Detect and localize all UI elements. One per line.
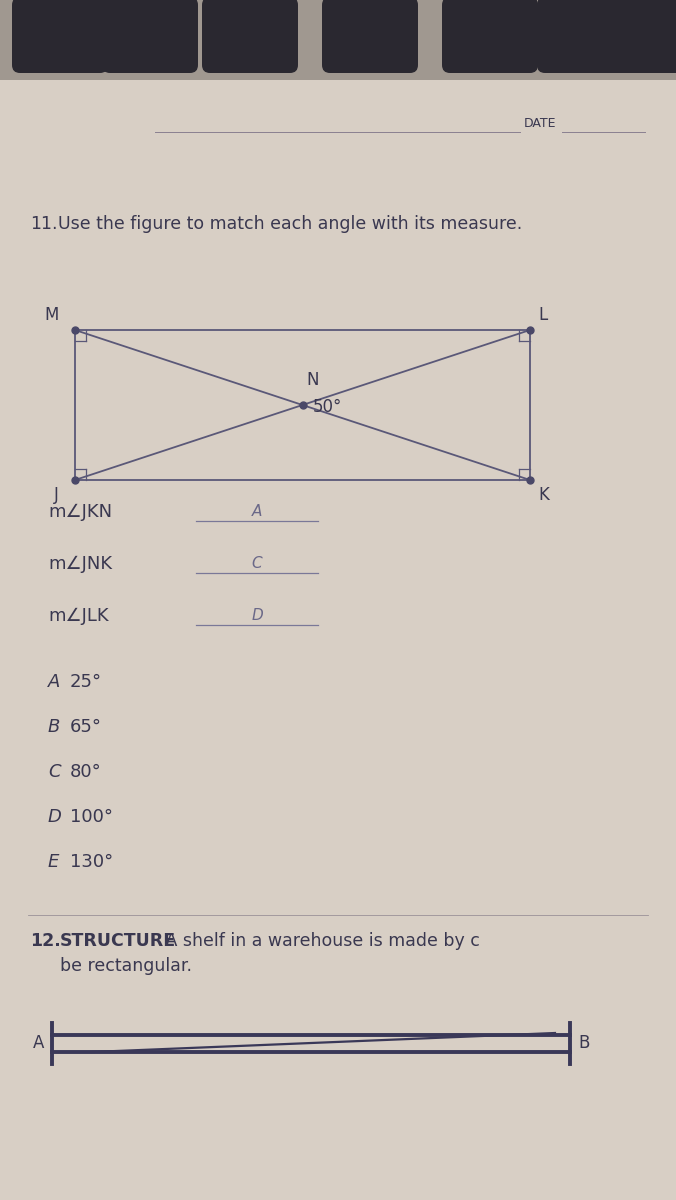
FancyBboxPatch shape xyxy=(12,0,108,73)
FancyBboxPatch shape xyxy=(102,0,198,73)
Text: m∠JKN: m∠JKN xyxy=(48,503,112,521)
Text: be rectangular.: be rectangular. xyxy=(60,958,192,974)
Bar xyxy=(0,0,676,80)
Text: J: J xyxy=(54,486,59,504)
Text: A: A xyxy=(252,504,262,518)
Text: DATE: DATE xyxy=(524,116,556,130)
Text: m∠JNK: m∠JNK xyxy=(48,554,112,572)
Text: C: C xyxy=(251,556,262,570)
Text: B: B xyxy=(578,1034,589,1052)
Text: E: E xyxy=(48,853,59,871)
Text: m∠JLK: m∠JLK xyxy=(48,607,109,625)
Text: D: D xyxy=(48,808,62,826)
Text: A: A xyxy=(48,673,60,691)
Text: A shelf in a warehouse is made by c: A shelf in a warehouse is made by c xyxy=(160,932,480,950)
Text: B: B xyxy=(48,718,60,736)
Text: 25°: 25° xyxy=(70,673,102,691)
Text: A: A xyxy=(32,1034,44,1052)
Text: 65°: 65° xyxy=(70,718,102,736)
Text: N: N xyxy=(306,371,319,389)
Text: M: M xyxy=(45,306,59,324)
FancyBboxPatch shape xyxy=(537,0,633,73)
Text: 80°: 80° xyxy=(70,763,102,781)
Text: 100°: 100° xyxy=(70,808,113,826)
FancyBboxPatch shape xyxy=(442,0,538,73)
Text: 12.: 12. xyxy=(30,932,61,950)
Text: Use the figure to match each angle with its measure.: Use the figure to match each angle with … xyxy=(58,215,523,233)
Text: STRUCTURE: STRUCTURE xyxy=(60,932,176,950)
FancyBboxPatch shape xyxy=(322,0,418,73)
Text: 11.: 11. xyxy=(30,215,57,233)
Text: C: C xyxy=(48,763,61,781)
Text: L: L xyxy=(538,306,548,324)
Text: K: K xyxy=(538,486,549,504)
Text: 50°: 50° xyxy=(312,398,342,416)
FancyBboxPatch shape xyxy=(202,0,298,73)
Text: D: D xyxy=(251,607,263,623)
FancyBboxPatch shape xyxy=(617,0,676,73)
Text: 130°: 130° xyxy=(70,853,114,871)
